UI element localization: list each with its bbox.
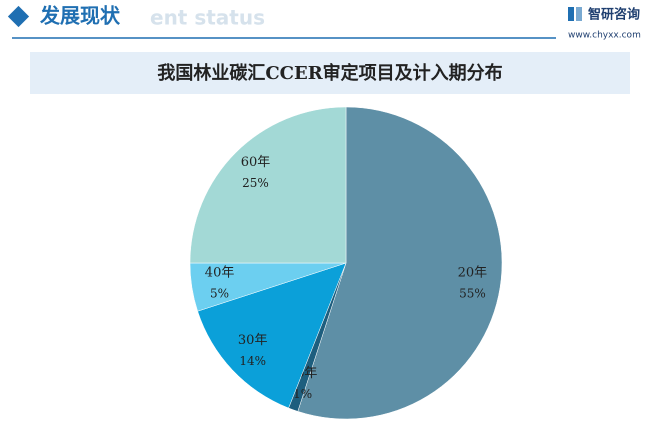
slice-value-label: 5%	[210, 287, 229, 301]
slice-value-label: 55%	[459, 287, 486, 301]
header-watermark: ent status	[150, 6, 265, 30]
slice-value-label: 14%	[239, 354, 266, 368]
slice-label: 30年	[238, 333, 268, 348]
logo-icon	[576, 7, 582, 21]
slice-label: 40年	[205, 266, 235, 281]
slice-label: 60年	[241, 155, 271, 170]
slice-value-label: 25%	[242, 176, 269, 190]
logo-url: www.chyxx.com	[568, 31, 641, 41]
header-title: 发展现状	[39, 4, 121, 28]
header-icon	[7, 5, 30, 28]
title-band	[30, 52, 630, 94]
slice-label: 20年	[458, 266, 488, 281]
pie-slice	[297, 106, 503, 420]
logo-text: 智研咨询	[588, 7, 640, 23]
pie-slice	[189, 106, 347, 264]
chart-title: 我国林业碳汇CCER审定项目及计入期分布	[157, 62, 502, 84]
logo-icon	[568, 7, 574, 21]
slice-value-label: 1%	[293, 387, 312, 401]
